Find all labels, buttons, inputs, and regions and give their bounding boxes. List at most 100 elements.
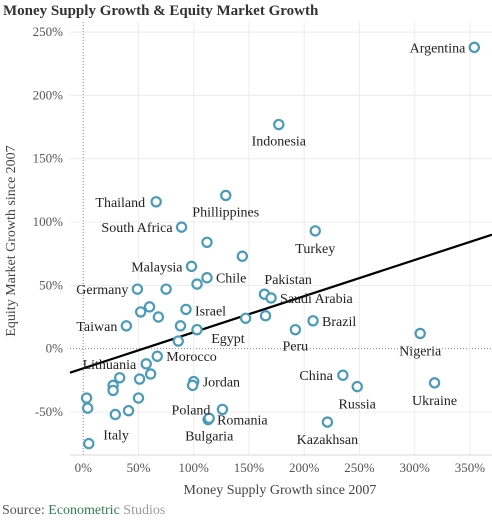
y-tick-label: 0% bbox=[46, 341, 64, 356]
data-point bbox=[307, 315, 319, 327]
x-tick-label: 0% bbox=[75, 460, 93, 475]
x-tick-label: 50% bbox=[127, 460, 151, 475]
point-label: Ukraine bbox=[412, 394, 457, 409]
x-tick-label: 300% bbox=[399, 460, 430, 475]
point-label: Indonesia bbox=[252, 135, 307, 150]
data-point bbox=[337, 369, 349, 381]
x-tick-label: 200% bbox=[289, 460, 320, 475]
trend-line-group bbox=[69, 233, 492, 374]
trend-line bbox=[69, 233, 492, 374]
data-point bbox=[175, 221, 188, 233]
point-label: Italy bbox=[103, 428, 129, 443]
data-point bbox=[203, 412, 215, 424]
data-point bbox=[133, 373, 146, 385]
data-point bbox=[468, 41, 481, 54]
point-label: Phillippines bbox=[192, 205, 259, 220]
data-point bbox=[172, 335, 184, 347]
x-tick-label: 250% bbox=[344, 460, 375, 475]
data-point bbox=[131, 283, 144, 295]
point-label: Poland bbox=[172, 403, 211, 418]
point-label: Pakistan bbox=[264, 273, 311, 288]
data-point bbox=[140, 358, 152, 370]
data-points bbox=[80, 41, 481, 450]
data-point bbox=[428, 377, 441, 389]
data-point bbox=[143, 301, 156, 313]
data-point bbox=[273, 118, 285, 131]
point-label: Thailand bbox=[95, 196, 145, 211]
data-point bbox=[180, 303, 192, 316]
point-label: Brazil bbox=[322, 315, 356, 330]
data-point bbox=[414, 327, 426, 340]
data-point bbox=[201, 272, 213, 284]
y-axis-label: Equity Market Growth since 2007 bbox=[4, 145, 19, 336]
data-point bbox=[239, 312, 252, 324]
data-point bbox=[109, 408, 121, 421]
y-tick-label: 150% bbox=[33, 151, 64, 166]
point-label: Egypt bbox=[211, 332, 245, 347]
data-point bbox=[144, 368, 157, 380]
data-point bbox=[309, 225, 321, 237]
data-point bbox=[135, 306, 147, 318]
point-label: China bbox=[299, 369, 333, 384]
data-point bbox=[185, 260, 198, 273]
chart-title: Money Supply Growth & Equity Market Grow… bbox=[3, 3, 319, 19]
data-point bbox=[216, 403, 229, 416]
y-tick-label: 250% bbox=[33, 24, 64, 39]
point-label: Peru bbox=[283, 340, 309, 355]
data-point bbox=[265, 292, 277, 304]
data-point bbox=[152, 311, 165, 323]
y-tick-label: -50% bbox=[35, 404, 63, 419]
point-label: Germany bbox=[76, 283, 128, 298]
point-label: Turkey bbox=[295, 242, 335, 257]
point-label: Malaysia bbox=[131, 260, 183, 275]
data-point bbox=[132, 392, 145, 404]
source-brand-suffix: Studios bbox=[119, 503, 166, 518]
data-point bbox=[174, 320, 187, 332]
point-label: Chile bbox=[216, 272, 246, 287]
point-label: Israel bbox=[195, 304, 226, 319]
data-point bbox=[191, 278, 203, 290]
data-point bbox=[122, 404, 135, 417]
data-point bbox=[80, 392, 93, 404]
data-point bbox=[114, 372, 126, 384]
point-label: Romania bbox=[217, 414, 268, 429]
data-point bbox=[151, 350, 163, 362]
data-point bbox=[120, 320, 133, 332]
data-point bbox=[81, 402, 94, 414]
data-point bbox=[259, 310, 272, 322]
point-label: Kazakhsan bbox=[297, 433, 358, 448]
data-point bbox=[220, 189, 232, 202]
x-tick-label: 150% bbox=[234, 460, 265, 475]
data-point bbox=[289, 323, 302, 336]
data-point bbox=[160, 283, 172, 295]
gridlines bbox=[70, 22, 492, 455]
data-point bbox=[191, 323, 203, 336]
y-tick-label: 100% bbox=[33, 214, 64, 229]
point-label: Taiwan bbox=[76, 320, 117, 335]
point-label: Russia bbox=[339, 398, 377, 413]
data-point bbox=[186, 379, 199, 392]
y-tick-label: 200% bbox=[33, 87, 64, 102]
x-tick-label: 350% bbox=[455, 460, 486, 475]
point-label: Jordan bbox=[203, 376, 240, 391]
data-point bbox=[107, 384, 119, 397]
point-label: Argentina bbox=[410, 41, 467, 56]
point-label: Morocco bbox=[166, 350, 217, 365]
x-axis-label: Money Supply Growth since 2007 bbox=[184, 483, 377, 498]
source-prefix: Source: bbox=[2, 503, 49, 518]
point-labels: Argentina Indonesia Thailand Phillippines So… bbox=[76, 41, 466, 448]
data-point bbox=[150, 196, 162, 208]
data-point bbox=[201, 236, 213, 248]
point-label: Saudi Arabia bbox=[280, 292, 353, 307]
y-tick-label: 50% bbox=[39, 277, 63, 292]
point-label: Bulgaria bbox=[185, 429, 234, 444]
point-label: Nigeria bbox=[399, 344, 442, 359]
source-brand: Econometric bbox=[48, 503, 120, 518]
data-point bbox=[236, 250, 249, 262]
source-line: Source: Econometric Studios bbox=[2, 503, 165, 519]
data-point bbox=[351, 380, 363, 393]
x-tick-label: 100% bbox=[179, 460, 210, 475]
data-point bbox=[321, 416, 334, 428]
data-point bbox=[83, 437, 95, 450]
